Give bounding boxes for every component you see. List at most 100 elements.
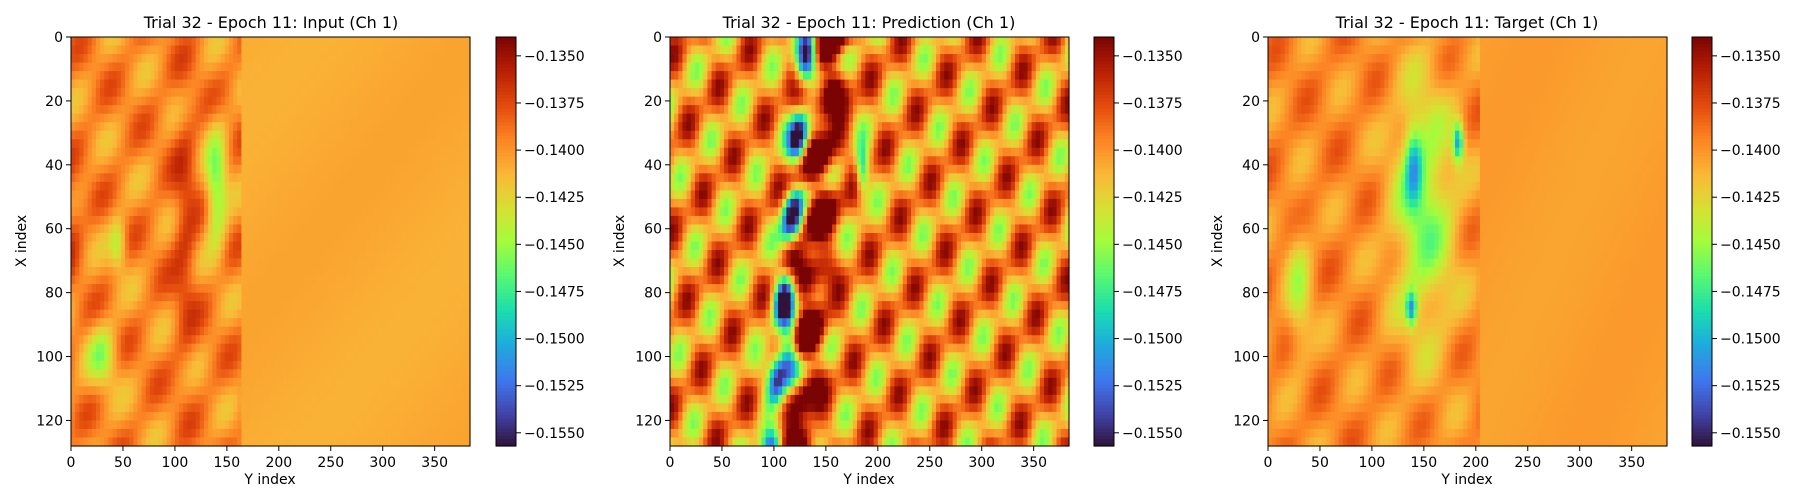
heatmap-cell	[154, 276, 159, 285]
colorbar-segment	[496, 194, 516, 198]
colorbar-segment	[496, 405, 516, 409]
heatmap-cell	[266, 395, 271, 404]
heatmap-cell	[216, 276, 221, 285]
heatmap-cell	[241, 63, 246, 72]
heatmap-cell	[341, 122, 346, 131]
heatmap-cell	[216, 148, 221, 157]
heatmap-cell	[320, 80, 325, 89]
heatmap-cell	[221, 437, 226, 446]
heatmap-cell	[820, 46, 825, 55]
heatmap-cell	[445, 156, 450, 165]
heatmap-cell	[445, 182, 450, 191]
heatmap-cell	[395, 148, 400, 157]
heatmap-cell	[295, 429, 300, 438]
heatmap-cell	[433, 173, 438, 182]
heatmap-cell	[187, 88, 192, 97]
heatmap-cell	[458, 395, 463, 404]
heatmap-cell	[349, 233, 354, 242]
heatmap-cell	[179, 173, 184, 182]
heatmap-cell	[395, 131, 400, 140]
heatmap-cell	[428, 242, 433, 251]
heatmap-cell	[287, 139, 292, 148]
heatmap-cell	[358, 199, 363, 208]
heatmap-cell	[212, 165, 217, 174]
heatmap-cell	[366, 318, 371, 327]
heatmap-cell	[312, 63, 317, 72]
heatmap-cell	[75, 301, 80, 310]
heatmap-cell	[462, 88, 467, 97]
heatmap-cell	[383, 310, 388, 319]
heatmap-cell	[349, 173, 354, 182]
heatmap-cell	[295, 156, 300, 165]
heatmap-cell	[100, 276, 105, 285]
heatmap-cell	[92, 80, 97, 89]
heatmap-cell	[391, 293, 396, 302]
heatmap-cell	[216, 242, 221, 251]
heatmap-cell	[79, 54, 84, 63]
heatmap-cell	[250, 386, 255, 395]
heatmap-cell	[142, 242, 147, 251]
heatmap-cell	[449, 207, 454, 216]
colorbar-segment	[496, 201, 516, 205]
heatmap-cell	[83, 114, 88, 123]
heatmap-cell	[225, 250, 230, 259]
heatmap-field	[71, 37, 471, 447]
heatmap-cell	[150, 233, 155, 242]
heatmap-cell	[424, 148, 429, 157]
heatmap-cell	[146, 54, 151, 63]
heatmap-cell	[453, 293, 458, 302]
heatmap-cell	[237, 224, 242, 233]
heatmap-cell	[83, 199, 88, 208]
heatmap-cell	[113, 429, 118, 438]
heatmap-cell	[412, 46, 417, 55]
heatmap-cell	[142, 216, 147, 225]
heatmap-cell	[387, 54, 392, 63]
heatmap-cell	[271, 54, 276, 63]
heatmap-cell	[449, 122, 454, 131]
heatmap-cell	[441, 199, 446, 208]
heatmap-cell	[395, 369, 400, 378]
heatmap-cell	[370, 71, 375, 80]
heatmap-cell	[379, 437, 384, 446]
heatmap-cell	[133, 420, 138, 429]
heatmap-cell	[395, 437, 400, 446]
heatmap-cell	[96, 156, 101, 165]
heatmap-cell	[167, 361, 172, 370]
heatmap-cell	[420, 190, 425, 199]
heatmap-cell	[79, 395, 84, 404]
heatmap-cell	[92, 429, 97, 438]
heatmap-cell	[362, 207, 367, 216]
heatmap-cell	[71, 216, 76, 225]
heatmap-cell	[154, 250, 159, 259]
heatmap-cell	[358, 46, 363, 55]
heatmap-cell	[399, 412, 404, 421]
heatmap-cell	[83, 88, 88, 97]
heatmap-cell	[325, 54, 330, 63]
heatmap-cell	[179, 63, 184, 72]
heatmap-cell	[138, 233, 143, 242]
heatmap-cell	[158, 437, 163, 446]
heatmap-cell	[221, 63, 226, 72]
heatmap-cell	[225, 37, 230, 46]
heatmap-cell	[295, 420, 300, 429]
colorbar-segment	[496, 439, 516, 443]
heatmap-cell	[354, 216, 359, 225]
heatmap-cell	[167, 318, 172, 327]
heatmap-cell	[196, 71, 201, 80]
heatmap-cell	[150, 420, 155, 429]
heatmap-cell	[354, 71, 359, 80]
heatmap-cell	[187, 122, 192, 131]
heatmap-cell	[75, 216, 80, 225]
heatmap-cell	[308, 301, 313, 310]
heatmap-cell	[133, 148, 138, 157]
heatmap-cell	[154, 395, 159, 404]
heatmap-cell	[108, 259, 113, 268]
heatmap-cell	[329, 63, 334, 72]
heatmap-cell	[761, 37, 766, 46]
heatmap-cell	[420, 369, 425, 378]
heatmap-cell	[291, 412, 296, 421]
heatmap-cell	[370, 80, 375, 89]
heatmap-cell	[458, 156, 463, 165]
heatmap-cell	[92, 369, 97, 378]
heatmap-cell	[275, 259, 280, 268]
